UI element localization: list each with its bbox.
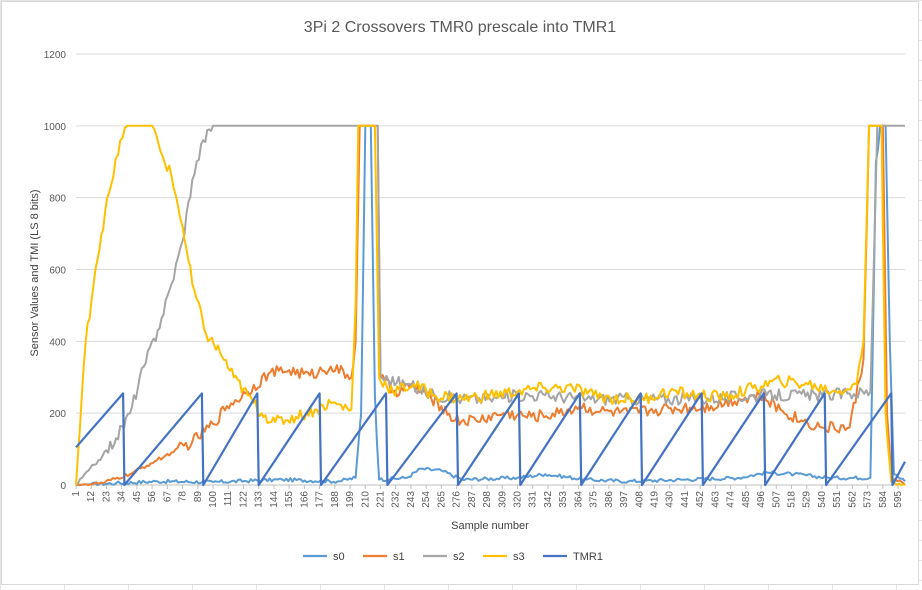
x-tick-label: 507 [771, 491, 782, 508]
legend-label: s2 [453, 551, 465, 563]
x-tick-label: 496 [756, 491, 767, 508]
x-tick-label: 23 [101, 491, 112, 503]
x-tick-label: 1 [71, 491, 82, 497]
x-tick-label: 12 [86, 491, 97, 503]
x-tick-label: 188 [330, 491, 341, 508]
x-tick-label: 254 [421, 491, 432, 508]
x-tick-label: 320 [512, 491, 523, 508]
x-tick-label: 309 [497, 491, 508, 508]
x-tick-label: 562 [847, 491, 858, 508]
y-tick-label: 200 [49, 409, 66, 420]
y-tick-label: 1000 [44, 122, 67, 133]
series-line-s2 [75, 124, 905, 486]
x-tick-label: 122 [238, 491, 249, 508]
x-tick-label: 529 [802, 491, 813, 508]
x-tick-label: 573 [863, 491, 874, 508]
series-line-s3 [75, 124, 906, 486]
x-tick-label: 78 [178, 491, 189, 503]
y-tick-labels: 0 200 400 600 800 1000 1200 [44, 50, 67, 492]
legend-label: s0 [333, 551, 345, 563]
x-tick-label: 199 [345, 491, 356, 508]
y-tick-label: 1200 [44, 50, 67, 61]
x-tick-label: 144 [269, 491, 280, 508]
x-tick-label: 452 [695, 491, 706, 508]
x-tick-label: 232 [391, 491, 402, 508]
legend-item-s0[interactable]: s0 [303, 551, 345, 563]
series-line-s0 [75, 124, 906, 486]
legend-item-TMR1[interactable]: TMR1 [543, 551, 603, 563]
y-tick-label: 800 [49, 194, 66, 205]
x-tick-label: 298 [482, 491, 493, 508]
legend-item-s3[interactable]: s3 [483, 551, 525, 563]
legend-label: s3 [513, 551, 525, 563]
legend: s0 s1 s2 s3 TMR1 [303, 551, 603, 563]
legend-item-s1[interactable]: s1 [363, 551, 405, 563]
x-tick-label: 133 [254, 491, 265, 508]
series-line-s1 [75, 124, 906, 486]
x-tick-label: 419 [650, 491, 661, 508]
x-tick-label: 540 [817, 491, 828, 508]
x-tick-label: 166 [299, 491, 310, 508]
x-tick-label: 45 [132, 491, 143, 503]
x-tick-label: 386 [604, 491, 615, 508]
x-tick-label: 408 [634, 491, 645, 508]
x-tick-label: 287 [467, 491, 478, 508]
x-tick-label: 474 [726, 491, 737, 508]
x-tick-label: 67 [162, 491, 173, 503]
x-tick-label: 364 [573, 491, 584, 508]
x-axis-title: Sample number [451, 520, 529, 532]
x-tick-label: 331 [528, 491, 539, 508]
series-lines [75, 124, 906, 487]
x-tick-label: 100 [208, 491, 219, 508]
x-tick-label: 89 [193, 491, 204, 503]
chart-title: 3Pi 2 Crossovers TMR0 prescale into TMR1 [304, 19, 617, 36]
x-tick-label: 584 [878, 491, 889, 508]
x-tick-label: 463 [710, 491, 721, 508]
x-tick-label: 342 [543, 491, 554, 508]
x-tick-label: 595 [893, 491, 904, 508]
series-line-TMR1 [75, 392, 906, 487]
x-tick-label: 243 [406, 491, 417, 508]
x-tick-label: 551 [832, 491, 843, 508]
x-tick-label: 353 [558, 491, 569, 508]
x-tick-label: 276 [452, 491, 463, 508]
x-tick-label: 56 [147, 491, 158, 503]
legend-label: TMR1 [573, 551, 603, 563]
y-tick-label: 600 [49, 266, 66, 277]
x-tick-label: 518 [787, 491, 798, 508]
x-tick-label: 430 [665, 491, 676, 508]
y-tick-label: 400 [49, 337, 66, 348]
y-axis-title: Sensor Values and TMI (LS 8 bits) [29, 189, 41, 356]
x-tick-label: 485 [741, 491, 752, 508]
y-tick-label: 0 [60, 481, 66, 492]
x-tick-label: 34 [117, 491, 128, 503]
x-tick-label: 441 [680, 491, 691, 508]
x-tick-label: 375 [589, 491, 600, 508]
x-tick-label: 265 [436, 491, 447, 508]
x-tick-label: 177 [315, 491, 326, 508]
x-tick-label: 111 [223, 491, 234, 507]
x-tick-label: 397 [619, 491, 630, 508]
x-tick-labels: 1 12 23 34 45 56 67 78 89 100 111 122 133 144 155 166 17… [71, 485, 904, 508]
x-tick-label: 221 [375, 491, 386, 508]
x-tick-label: 155 [284, 491, 295, 508]
legend-label: s1 [393, 551, 405, 563]
x-tick-label: 210 [360, 491, 371, 508]
legend-item-s2[interactable]: s2 [423, 551, 465, 563]
